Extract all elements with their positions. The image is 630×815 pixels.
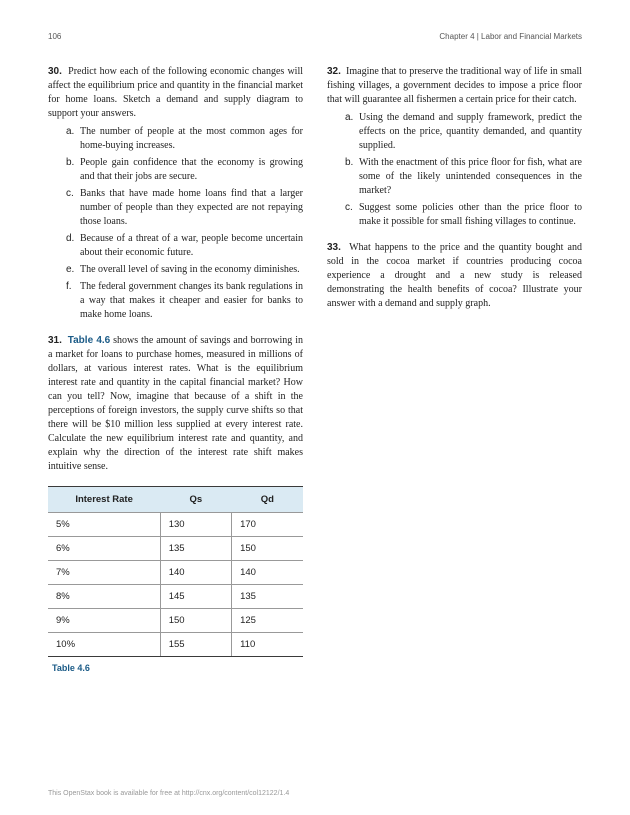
item-text: Banks that have made home loans find tha…: [80, 187, 303, 229]
item-marker: a.: [345, 111, 359, 153]
item-marker: d.: [66, 232, 80, 260]
question-text: What happens to the price and the quanti…: [327, 242, 582, 309]
cell: 10%: [48, 633, 160, 657]
cell: 7%: [48, 561, 160, 585]
question-32: 32. Imagine that to preserve the traditi…: [327, 65, 582, 229]
item-marker: e.: [66, 263, 80, 277]
cell: 8%: [48, 585, 160, 609]
table-row: 6%135150: [48, 537, 303, 561]
footer-text: This OpenStax book is available for free…: [48, 790, 289, 797]
table-reference: Table 4.6: [68, 335, 110, 346]
item-text: The number of people at the most common …: [80, 125, 303, 153]
cell: 110: [232, 633, 303, 657]
cell: 170: [232, 513, 303, 537]
table-row: 8%145135: [48, 585, 303, 609]
item-text: With the enactment of this price floor f…: [359, 156, 582, 198]
cell: 145: [160, 585, 231, 609]
right-column: 32. Imagine that to preserve the traditi…: [327, 65, 582, 673]
content-columns: 30. Predict how each of the following ec…: [48, 65, 582, 673]
list-item: d.Because of a threat of a war, people b…: [66, 232, 303, 260]
question-33: 33. What happens to the price and the qu…: [327, 241, 582, 311]
cell: 155: [160, 633, 231, 657]
cell: 150: [232, 537, 303, 561]
cell: 130: [160, 513, 231, 537]
list-item: a.The number of people at the most commo…: [66, 125, 303, 153]
table-header-row: Interest Rate Qs Qd: [48, 487, 303, 513]
col-header: Interest Rate: [48, 487, 160, 513]
col-header: Qs: [160, 487, 231, 513]
cell: 125: [232, 609, 303, 633]
list-item: c.Suggest some policies other than the p…: [345, 201, 582, 229]
list-item: b.People gain confidence that the econom…: [66, 156, 303, 184]
cell: 135: [232, 585, 303, 609]
list-item: b.With the enactment of this price floor…: [345, 156, 582, 198]
item-text: Because of a threat of a war, people bec…: [80, 232, 303, 260]
question-text: Predict how each of the following econom…: [48, 66, 303, 119]
data-table: Interest Rate Qs Qd 5%130170 6%135150 7%…: [48, 486, 303, 657]
page-number: 106: [48, 32, 61, 41]
list-item: e.The overall level of saving in the eco…: [66, 263, 303, 277]
list-item: c.Banks that have made home loans find t…: [66, 187, 303, 229]
item-text: Using the demand and supply framework, p…: [359, 111, 582, 153]
question-text: Imagine that to preserve the traditional…: [327, 66, 582, 105]
table-caption: Table 4.6: [48, 663, 303, 673]
cell: 5%: [48, 513, 160, 537]
table-row: 7%140140: [48, 561, 303, 585]
item-marker: b.: [345, 156, 359, 198]
item-marker: c.: [345, 201, 359, 229]
cell: 140: [232, 561, 303, 585]
question-32-list: a.Using the demand and supply framework,…: [327, 111, 582, 229]
item-text: Suggest some policies other than the pri…: [359, 201, 582, 229]
item-text: The federal government changes its bank …: [80, 280, 303, 322]
question-31: 31. Table 4.6 shows the amount of saving…: [48, 334, 303, 474]
question-30-list: a.The number of people at the most commo…: [48, 125, 303, 322]
question-number: 30.: [48, 66, 62, 77]
question-number: 33.: [327, 242, 341, 253]
list-item: a.Using the demand and supply framework,…: [345, 111, 582, 153]
cell: 140: [160, 561, 231, 585]
item-text: The overall level of saving in the econo…: [80, 263, 303, 277]
item-text: People gain confidence that the economy …: [80, 156, 303, 184]
cell: 135: [160, 537, 231, 561]
list-item: f.The federal government changes its ban…: [66, 280, 303, 322]
table-row: 5%130170: [48, 513, 303, 537]
left-column: 30. Predict how each of the following ec…: [48, 65, 303, 673]
item-marker: c.: [66, 187, 80, 229]
item-marker: b.: [66, 156, 80, 184]
table-body: 5%130170 6%135150 7%140140 8%145135 9%15…: [48, 513, 303, 657]
page-header: 106 Chapter 4 | Labor and Financial Mark…: [48, 32, 582, 41]
question-number: 32.: [327, 66, 341, 77]
item-marker: f.: [66, 280, 80, 322]
item-marker: a.: [66, 125, 80, 153]
cell: 6%: [48, 537, 160, 561]
chapter-label: Chapter 4 | Labor and Financial Markets: [439, 32, 582, 41]
table-row: 10%155110: [48, 633, 303, 657]
question-number: 31.: [48, 335, 62, 346]
cell: 150: [160, 609, 231, 633]
question-30: 30. Predict how each of the following ec…: [48, 65, 303, 322]
col-header: Qd: [232, 487, 303, 513]
table-row: 9%150125: [48, 609, 303, 633]
question-text: shows the amount of savings and borrowin…: [48, 335, 303, 472]
cell: 9%: [48, 609, 160, 633]
